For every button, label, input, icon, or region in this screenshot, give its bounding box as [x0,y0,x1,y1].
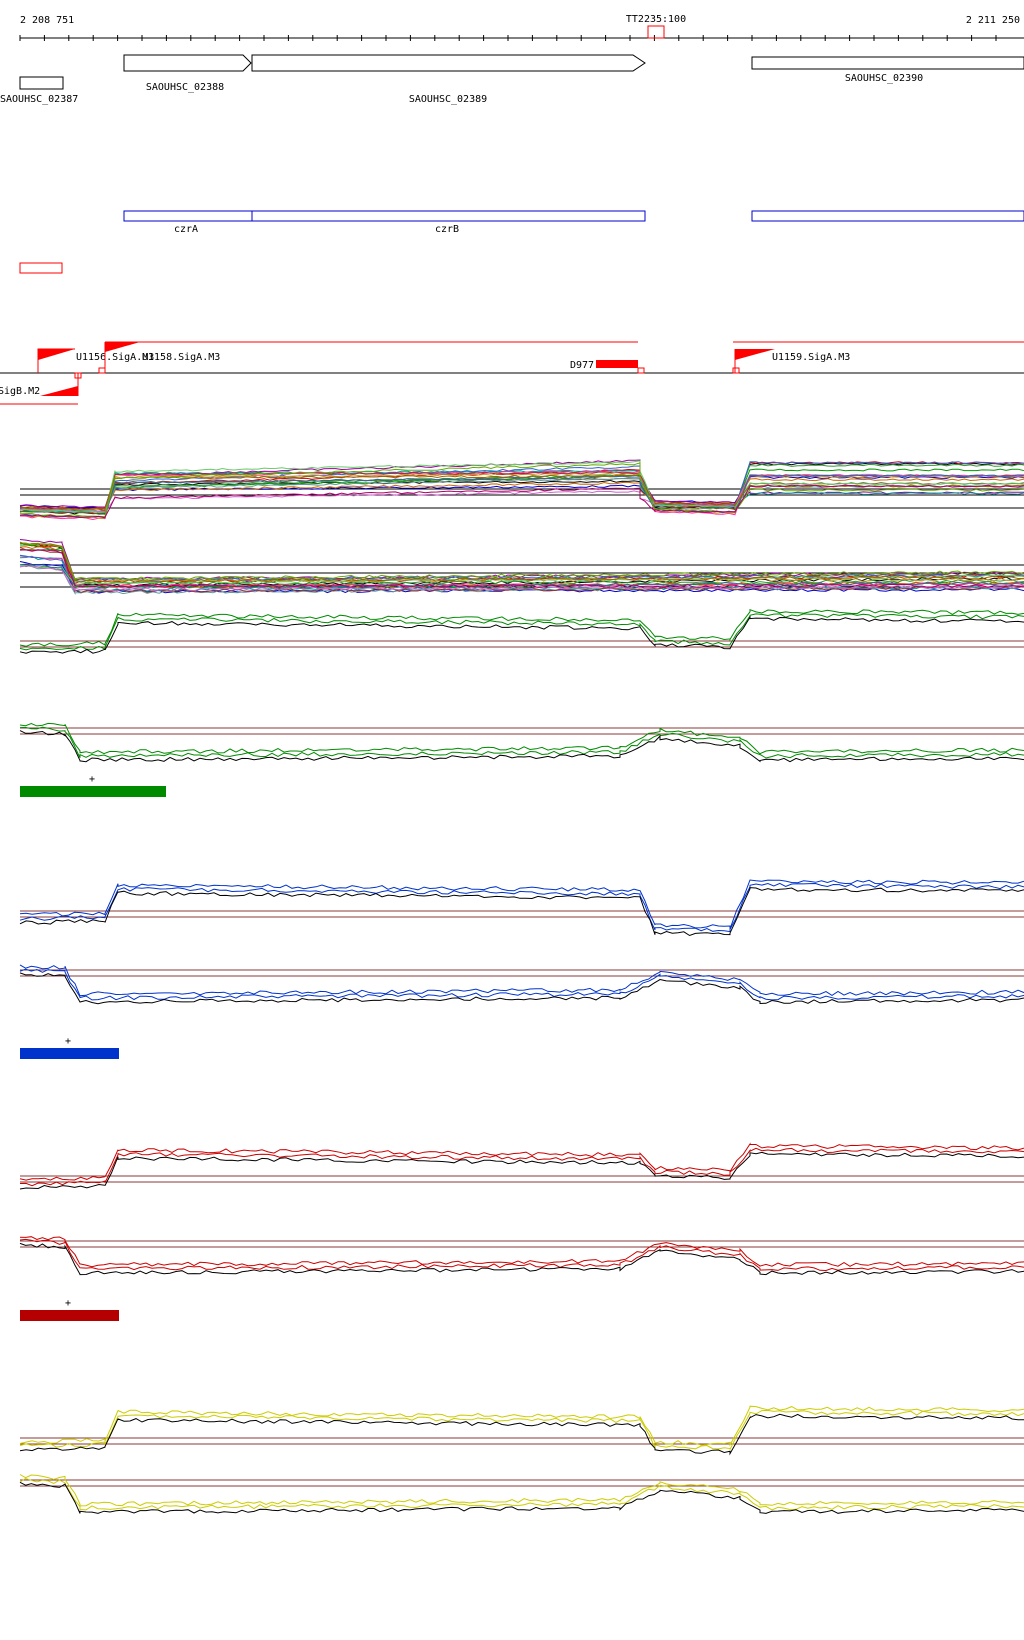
expression-profile-line [19,1236,1024,1268]
group-bar-red-label: + [65,1298,71,1309]
expression-profile-line [19,882,1024,933]
expression-profile-line [19,542,1024,581]
expression-profile-line [19,615,1024,654]
promoter-u1159-label: U1159.SigA.M3 [772,352,850,363]
group-bar-green-label: + [89,774,95,785]
group-bar-red[interactable] [20,1310,119,1321]
ruler-ticks [19,35,997,41]
expression-profile-line [19,564,1024,585]
profile-yellow-group [19,1405,1024,1514]
coordinate-ruler: 2 208 751 2 211 250 TT2235:100 [19,14,1024,41]
terminator-d977-label: D977 [570,360,594,371]
expression-profile-line [19,462,1024,518]
promoter-u1159-box [732,367,740,374]
gene-name-label-czrA: czrA [174,224,198,235]
expression-profile-line [19,478,1024,510]
promoter-sigb-label: SigB.M2 [0,386,40,397]
gene-name-box-czrA[interactable] [123,210,253,222]
expression-profile-line [19,459,1024,509]
promoter-u1158-label: U1158.SigA.M3 [142,352,220,363]
expression-profile-line [19,1151,1024,1190]
gene-label-02389: SAOUHSC_02389 [409,94,487,105]
expression-profile-line [19,461,1024,513]
expression-profile-line [19,554,1024,583]
gene-label-02390: SAOUHSC_02390 [845,73,923,84]
gene-box-02387[interactable] [19,76,64,90]
expression-profile-line [19,887,1024,937]
ruler-end-label: 2 211 250 [966,15,1020,26]
expression-profile-line [19,1142,1024,1181]
profile-red-group [19,1142,1024,1276]
gene-track: SAOUHSC_02387 SAOUHSC_02388 SAOUHSC_0238… [0,54,1024,105]
expression-profile-line [19,484,1024,519]
group-bar-green[interactable] [20,786,166,797]
expression-profile-line [19,722,1024,755]
expression-profile-line [19,1474,1024,1507]
ruler-marker-box[interactable] [647,25,665,39]
expression-profile-line [19,460,1024,514]
expression-profile-line [19,964,1024,997]
gene-arrow-02388[interactable] [123,54,252,72]
expression-profile-line [19,549,1024,588]
expression-profile-line [19,565,1024,592]
gene-arrow-02389[interactable] [251,54,646,72]
ruler-start-label: 2 208 751 [20,15,74,26]
expression-profile-line [19,563,1024,589]
expression-profile-line [19,613,1024,651]
gene-box-02390[interactable] [751,56,1024,70]
gene-name-label-czrB: czrB [435,224,459,235]
expression-profile-line [19,1481,1024,1514]
gene-name-box-czrB[interactable] [251,210,646,222]
expression-profile-line [19,1405,1024,1447]
gene-label-02388: SAOUHSC_02388 [146,82,224,93]
expression-profile-line [19,1409,1024,1450]
expression-profile-line [19,548,1024,593]
expression-profile-line [19,1238,1024,1272]
expression-profile-line [19,546,1024,582]
promoter-u1156-label: U1156.SigA.M3 [76,352,154,363]
expression-profile-line [19,474,1024,518]
terminator-d977-bar[interactable] [596,360,638,368]
expression-profile-line [19,463,1024,512]
expression-profile-line [19,726,1024,759]
gene-name-box-right[interactable] [751,210,1024,222]
terminator-d977-box [637,367,645,374]
promoter-u1158-box [98,367,106,374]
profile-multi-minus-strand [19,539,1024,596]
group-bar-blue-label: + [65,1036,71,1047]
group-bar-blue[interactable] [20,1048,119,1059]
expression-profile-line [19,1147,1024,1187]
promoter-sigb-flag[interactable] [40,386,78,396]
promoter-sigb-box [74,372,82,379]
promoter-u1156-flag[interactable] [38,349,75,360]
expression-profile-line [19,1413,1024,1456]
gene-name-track: czrA czrB [123,210,1024,235]
expression-profile-line [19,1477,1024,1511]
profile-blue-group [19,879,1024,1005]
ruler-marker-label: TT2235:100 [626,14,686,25]
red-feature-box[interactable] [19,262,63,274]
promoter-track: U1156.SigA.M3 U1158.SigA.M3 D977 U1159.S… [0,341,1024,405]
expression-profile-line [19,968,1024,1001]
promoter-u1158-flag[interactable] [105,342,140,352]
promoter-u1159-flag[interactable] [735,349,775,360]
expression-profile-line [19,972,1024,1005]
gene-label-02387: SAOUHSC_02387 [0,94,78,105]
expression-profile-line [19,1242,1024,1276]
expression-profile-line [19,477,1024,513]
profile-multi-plus-strand [19,459,1024,521]
profile-green-group [19,608,1024,763]
expression-profile-line [19,541,1024,583]
expression-profile-line [19,608,1024,647]
expression-profile-line [19,730,1024,763]
expression-profile-line [19,879,1024,930]
